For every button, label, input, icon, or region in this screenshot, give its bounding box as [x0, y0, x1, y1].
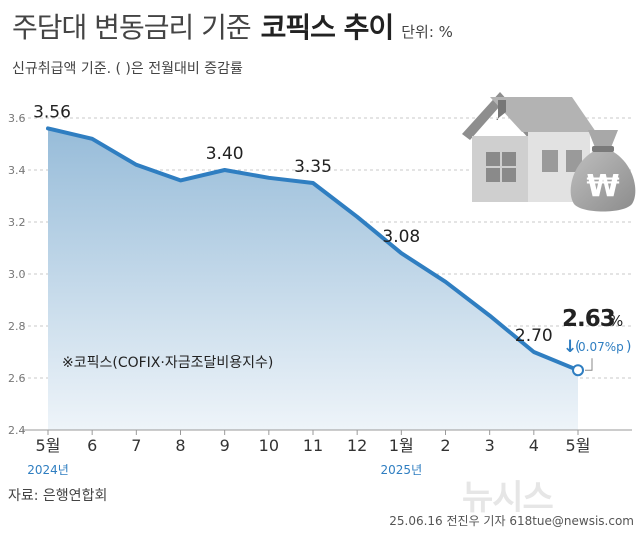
y-tick-label: 3.2	[8, 216, 26, 229]
last-point-marker	[572, 364, 584, 377]
x-tick-label: 12	[347, 436, 367, 455]
last-value-label: 2.63	[562, 306, 615, 332]
money-bag-icon: ₩	[570, 130, 636, 212]
y-tick-label: 3.0	[8, 268, 26, 281]
series-line	[46, 126, 580, 373]
house-icon	[462, 92, 596, 202]
chart-title: 주담대 변동금리 기준	[12, 11, 252, 44]
source-note: 자료: 은행연합회	[8, 488, 108, 504]
svg-text:₩: ₩	[586, 169, 619, 204]
year-label: 2024년	[27, 463, 69, 477]
x-tick-label: 1월	[389, 436, 414, 455]
x-tick-label: 6	[87, 436, 97, 455]
title-wrap: 주담대 변동금리 기준 코픽스 추이 단위: %	[12, 6, 453, 46]
data-label: 3.08	[382, 227, 420, 247]
change-arrow: ↓	[563, 337, 577, 357]
chart-note: ※코픽스(COFIX·자금조달비용지수)	[62, 355, 273, 371]
x-tick-label: 7	[131, 436, 141, 455]
data-label: 2.70	[515, 326, 553, 346]
x-tick-label: 4	[529, 436, 539, 455]
data-label: 3.40	[206, 144, 244, 164]
year-label: 2025년	[381, 463, 423, 477]
unit-label: 단위: %	[401, 23, 453, 41]
x-tick-label: 11	[303, 436, 323, 455]
y-tick-label: 2.4	[8, 424, 26, 437]
y-tick-label: 2.8	[8, 320, 26, 333]
data-label: 3.35	[294, 157, 332, 177]
watermark-logo: 뉴시스	[462, 478, 554, 518]
x-tick-label: 8	[175, 436, 185, 455]
x-tick-label: 5월	[566, 436, 591, 455]
y-tick-label: 3.6	[8, 112, 26, 125]
callout-leader	[585, 358, 593, 371]
y-tick-label: 2.6	[8, 372, 26, 385]
x-tick-label: 10	[259, 436, 279, 455]
x-tick-label: 9	[220, 436, 230, 455]
change-paren-close: )	[626, 339, 631, 355]
x-tick-label: 5월	[36, 436, 61, 455]
last-value-unit: %	[609, 312, 623, 330]
area-fill	[48, 128, 578, 430]
chart-title-bold: 코픽스 추이	[260, 11, 395, 44]
y-tick-label: 3.4	[8, 164, 26, 177]
change-paren-open: (	[575, 339, 580, 355]
change-value: 0.07%p	[578, 340, 624, 354]
x-tick-label: 3	[485, 436, 495, 455]
x-tick-label: 2	[440, 436, 450, 455]
chart-subtitle: 신규취급액 기준. ( )은 전월대비 증감률	[12, 61, 243, 77]
data-label: 3.56	[33, 102, 71, 122]
credit-line: 25.06.16 전진우 기자 618tue@newsis.com	[389, 514, 634, 528]
